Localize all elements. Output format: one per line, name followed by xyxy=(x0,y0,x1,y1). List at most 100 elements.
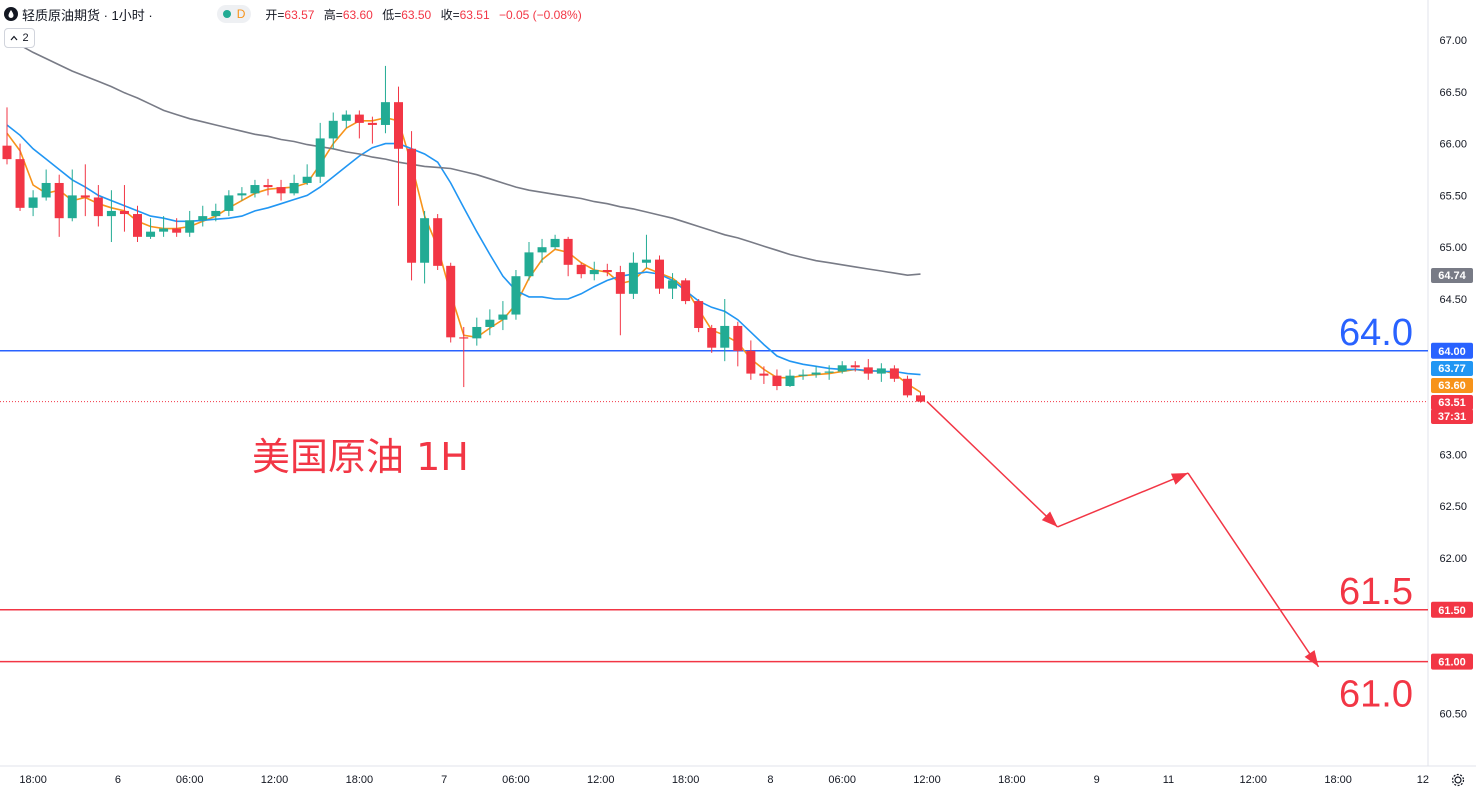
candle-body[interactable] xyxy=(746,350,756,374)
y-tick-label: 62.00 xyxy=(1439,553,1467,565)
candle-body[interactable] xyxy=(459,337,469,339)
candle-body[interactable] xyxy=(733,325,743,351)
candle-body[interactable] xyxy=(524,252,534,277)
symbol-title[interactable]: 轻质原油期货 · 1小时 · xyxy=(22,7,153,23)
candle-body[interactable] xyxy=(15,159,25,208)
candle-body[interactable] xyxy=(811,372,821,375)
candle-body[interactable] xyxy=(681,280,691,302)
low-label: 低= xyxy=(382,7,402,22)
candle-body[interactable] xyxy=(67,195,77,219)
candle-body[interactable] xyxy=(407,148,417,263)
candle-body[interactable] xyxy=(576,264,586,275)
moving-average-line xyxy=(6,124,921,376)
candle-body[interactable] xyxy=(237,193,247,196)
candle-body[interactable] xyxy=(106,210,116,217)
candle-body[interactable] xyxy=(80,195,90,198)
x-tick-label: 8 xyxy=(767,774,773,786)
candle-body[interactable] xyxy=(302,176,312,183)
candle-body[interactable] xyxy=(394,102,403,149)
y-tick-label: 65.00 xyxy=(1439,242,1467,254)
candle-body[interactable] xyxy=(759,373,769,376)
candle-body[interactable] xyxy=(146,231,156,237)
candle-body[interactable] xyxy=(380,102,390,125)
candle-body[interactable] xyxy=(263,185,273,188)
candle-body[interactable] xyxy=(224,195,234,211)
axis-price-tag-text: 37:31 xyxy=(1438,411,1466,423)
candle-body[interactable] xyxy=(916,395,925,402)
candle-body[interactable] xyxy=(889,368,899,379)
candle-body[interactable] xyxy=(250,185,260,194)
close-label: 收= xyxy=(440,7,460,22)
close-value: 63.51 xyxy=(459,7,490,22)
candle-body[interactable] xyxy=(354,114,364,123)
candle-body[interactable] xyxy=(550,238,560,248)
candle-body[interactable] xyxy=(472,326,482,339)
candle-body[interactable] xyxy=(2,145,12,160)
change-value: −0.05 (−0.08%) xyxy=(498,7,582,22)
candle-body[interactable] xyxy=(289,182,299,194)
candle-body[interactable] xyxy=(498,314,508,320)
candle-body[interactable] xyxy=(707,328,717,348)
candle-body[interactable] xyxy=(563,238,573,265)
candle-body[interactable] xyxy=(902,378,912,396)
candle-body[interactable] xyxy=(602,269,612,273)
candle-body[interactable] xyxy=(211,210,221,217)
market-status-pill[interactable]: D xyxy=(216,5,252,23)
candle-body[interactable] xyxy=(863,367,873,374)
candle-body[interactable] xyxy=(876,368,886,374)
axis-price-tag xyxy=(1431,268,1473,283)
open-value: 63.57 xyxy=(284,7,315,22)
candle-body[interactable] xyxy=(589,269,599,275)
level-value-label: 61.0 xyxy=(1339,674,1413,716)
candle-body[interactable] xyxy=(485,319,495,327)
axis-price-tag xyxy=(1431,653,1473,670)
indicators-toggle-button[interactable]: 2 xyxy=(4,28,35,48)
level-value-label: 61.5 xyxy=(1339,571,1413,613)
x-tick-label: 7 xyxy=(441,774,447,786)
projection-arrow-segment xyxy=(926,401,1059,528)
candle-body[interactable] xyxy=(655,259,664,289)
candle-body[interactable] xyxy=(641,259,651,263)
x-tick-label: 18:00 xyxy=(672,774,700,786)
candle-body[interactable] xyxy=(537,247,547,253)
candle-body[interactable] xyxy=(511,276,521,315)
candle-body[interactable] xyxy=(185,220,195,233)
candle-body[interactable] xyxy=(93,197,103,217)
candle-body[interactable] xyxy=(785,375,795,387)
candle-body[interactable] xyxy=(159,228,169,232)
candle-body[interactable] xyxy=(694,301,704,329)
candle-body[interactable] xyxy=(172,228,182,233)
candle-body[interactable] xyxy=(720,325,730,348)
candle-body[interactable] xyxy=(133,214,142,237)
candle-body[interactable] xyxy=(668,280,678,289)
candle-body[interactable] xyxy=(119,210,129,215)
open-label: 开= xyxy=(265,7,285,22)
candle-body[interactable] xyxy=(850,365,860,368)
candle-body[interactable] xyxy=(28,197,38,208)
y-tick-label: 62.50 xyxy=(1439,501,1467,513)
candle-body[interactable] xyxy=(433,218,443,266)
candle-body[interactable] xyxy=(615,272,625,294)
x-tick-label: 18:00 xyxy=(346,774,374,786)
candle-body[interactable] xyxy=(315,138,325,177)
candle-body[interactable] xyxy=(798,374,808,376)
x-tick-label: 06:00 xyxy=(176,774,204,786)
candle-body[interactable] xyxy=(824,371,834,373)
candle-body[interactable] xyxy=(420,218,430,263)
candle-body[interactable] xyxy=(367,122,377,125)
high-value: 63.60 xyxy=(342,7,373,22)
candle-body[interactable] xyxy=(446,265,456,338)
candle-body[interactable] xyxy=(276,187,286,194)
candle-body[interactable] xyxy=(628,262,638,294)
candle-body[interactable] xyxy=(328,120,338,139)
axis-price-tag xyxy=(1431,361,1473,376)
candle-body[interactable] xyxy=(41,182,51,198)
candle-body[interactable] xyxy=(54,182,64,219)
candle-body[interactable] xyxy=(198,216,208,221)
x-tick-label: 12:00 xyxy=(261,774,289,786)
axis-settings-button[interactable] xyxy=(1449,771,1467,789)
candle-body[interactable] xyxy=(837,365,847,372)
candle-body[interactable] xyxy=(772,375,782,387)
candle-body[interactable] xyxy=(341,114,351,121)
